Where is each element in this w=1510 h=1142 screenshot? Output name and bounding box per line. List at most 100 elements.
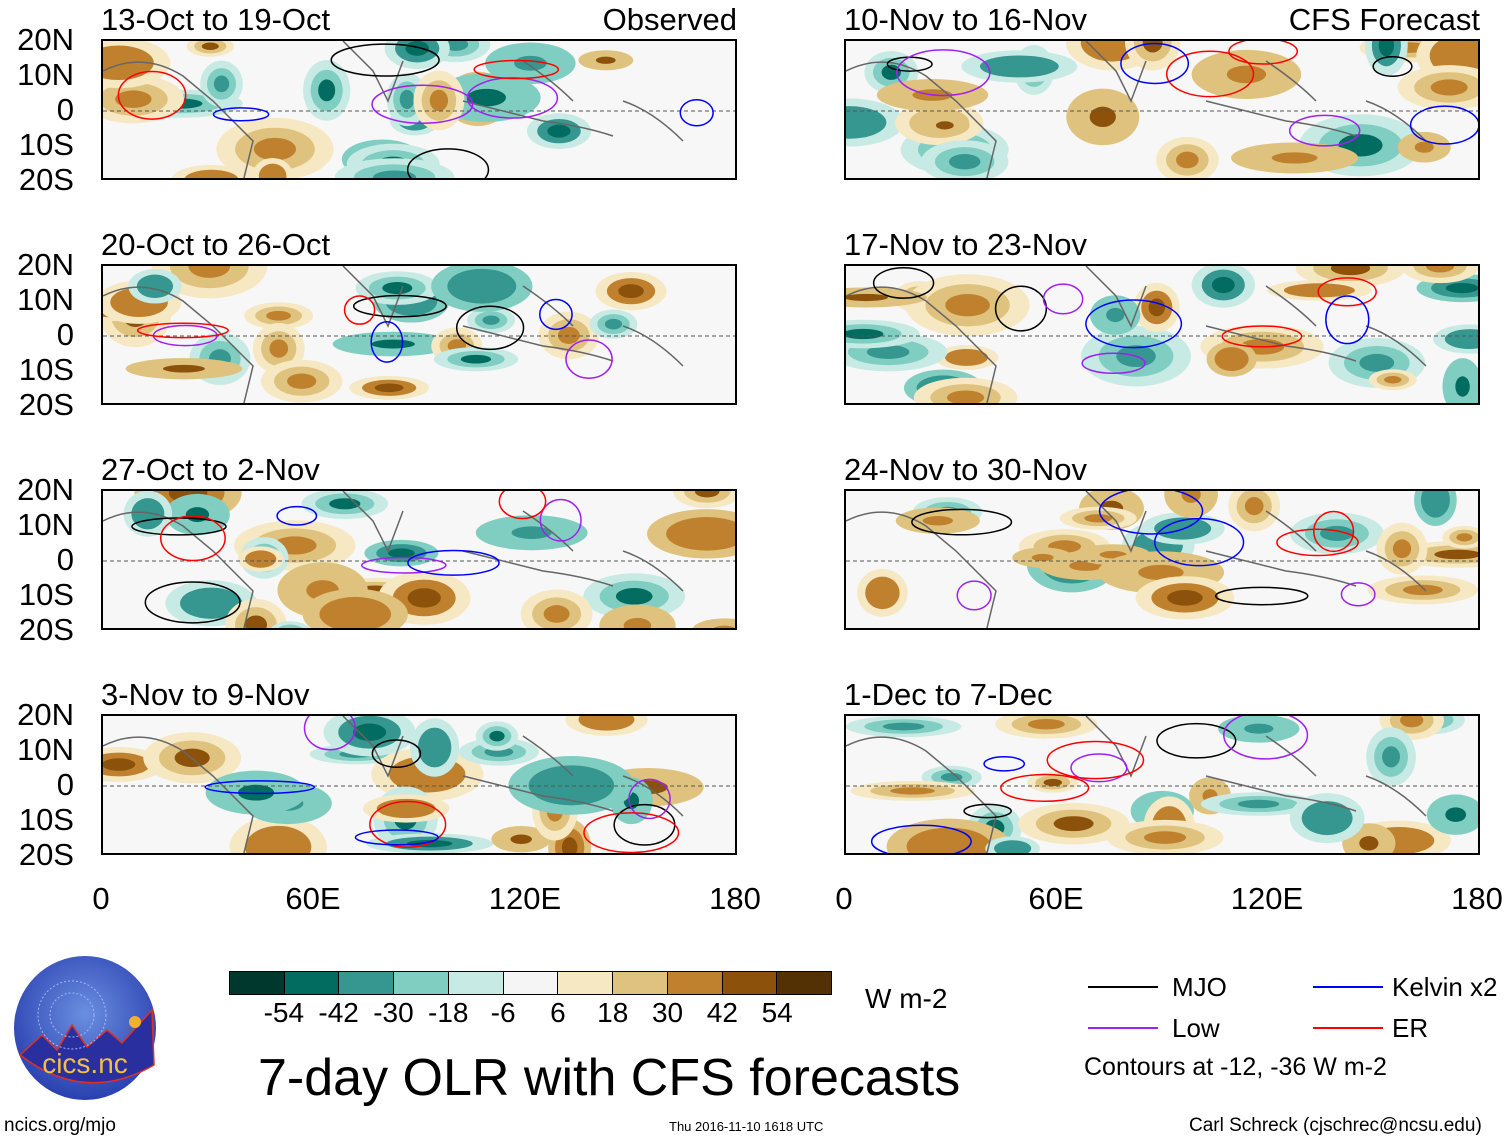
panel-title: 27-Oct to 2-Nov [101, 452, 320, 487]
olr-anomaly-shading [1445, 807, 1467, 822]
olr-anomaly-shading [1330, 266, 1371, 276]
mjo-contour [872, 267, 935, 299]
olr-anomaly-shading [1138, 564, 1184, 581]
lon-label-right-0: 0 [835, 881, 853, 916]
legend-contour-note: Contours at -12, -36 W m-2 [1084, 1053, 1387, 1081]
olr-map-panel [101, 489, 737, 630]
coastline [103, 41, 684, 178]
lon-label-left-120e: 120E [488, 881, 562, 916]
lon-label-left-180: 180 [709, 881, 761, 916]
colorbar-tick-label: -30 [373, 997, 414, 1028]
coastline [846, 41, 1427, 178]
olr-map-panel [101, 39, 737, 180]
er-contour [1000, 773, 1090, 803]
mjo-contour [352, 294, 447, 318]
kelvin-contour [870, 824, 972, 853]
mjo-contour [911, 508, 1013, 536]
mjo-contour [1214, 586, 1309, 606]
olr-anomaly-shading [1167, 590, 1203, 606]
olr-anomaly-shading [188, 266, 231, 278]
olr-anomaly-shading [1430, 79, 1468, 96]
colorbar-tick-label: 54 [761, 997, 793, 1028]
colorbar-swatch [613, 972, 668, 994]
olr-anomaly-shading [145, 280, 165, 293]
lat-label: 10S [18, 352, 74, 387]
panel-title: 20-Oct to 26-Oct [101, 227, 331, 262]
olr-anomaly-shading [1084, 514, 1113, 523]
low-contour [1070, 753, 1128, 783]
coastline [846, 266, 1427, 403]
olr-anomaly-shading [287, 373, 317, 389]
olr-anomaly-shading [139, 505, 157, 523]
olr-anomaly-shading [1226, 65, 1267, 84]
olr-anomaly-shading [1402, 584, 1443, 596]
olr-anomaly-shading [1445, 282, 1478, 294]
colorbar-tick-label: 42 [706, 997, 738, 1028]
logo-text: cics.nc [42, 1048, 128, 1079]
mjo-contour [144, 581, 241, 624]
olr-anomaly-shading [213, 75, 230, 93]
olr-anomaly-shading [948, 153, 981, 170]
low-contour [956, 580, 992, 611]
lat-label: 0 [56, 542, 74, 577]
olr-anomaly-shading [336, 605, 375, 624]
olr-anomaly-shading [618, 284, 644, 299]
olr-anomaly-shading [252, 554, 269, 564]
footer-url[interactable]: ncics.org/mjo [4, 1115, 116, 1136]
olr-anomaly-shading [1434, 549, 1478, 560]
er-contour [1317, 277, 1377, 307]
legend-er-label: ER [1392, 1013, 1429, 1043]
olr-anomaly-shading [1176, 151, 1199, 169]
low-contour [1081, 352, 1146, 375]
colorbar-swatch [503, 972, 559, 994]
olr-anomaly-shading [1414, 141, 1434, 153]
low-contour [303, 716, 356, 751]
colorbar-tick-label: -18 [428, 997, 469, 1028]
lon-label-left-0: 0 [92, 881, 110, 916]
olr-anomaly-shading [514, 55, 547, 71]
olr-anomaly-shading [1384, 375, 1402, 384]
panel-title: 10-Nov to 16-Nov [844, 2, 1087, 37]
olr-anomaly-shading [382, 282, 413, 295]
panel-title: 17-Nov to 23-Nov [844, 227, 1087, 262]
lat-label: 20N [17, 22, 74, 57]
lat-label: 20N [17, 697, 74, 732]
lat-label: 0 [56, 92, 74, 127]
olr-anomaly-shading [244, 615, 268, 628]
olr-anomaly-shading [162, 364, 205, 373]
er-contour [498, 491, 547, 520]
olr-anomaly-shading [846, 328, 884, 340]
mjo-contour [371, 739, 422, 769]
colorbar-swatch [722, 972, 778, 994]
colorbar-tick-label: 18 [597, 997, 629, 1028]
coastline [103, 491, 684, 628]
footer-credit: Carl Schreck (cjschrec@ncsu.edu) [1189, 1115, 1482, 1136]
olr-anomaly-shading [318, 79, 336, 102]
olr-anomaly-shading [278, 624, 303, 628]
olr-anomaly-shading [390, 803, 422, 814]
figure-title: 7-day OLR with CFS forecasts [258, 1049, 961, 1107]
olr-anomaly-shading [922, 515, 953, 526]
legend-mjo-line [1088, 986, 1158, 988]
low-contour [1042, 283, 1084, 315]
mjo-contour [963, 803, 1012, 819]
mjo-contour [994, 285, 1048, 332]
olr-anomaly-shading [866, 345, 910, 359]
low-contour [628, 778, 671, 820]
er-contour [1221, 325, 1303, 348]
low-contour [371, 84, 474, 125]
lat-label: 0 [56, 767, 74, 802]
low-contour [361, 556, 447, 574]
olr-anomaly-shading [374, 383, 404, 393]
olr-anomaly-shading [103, 758, 136, 771]
colorbar-tick-label: -42 [318, 997, 359, 1028]
olr-anomaly-shading [604, 318, 623, 330]
legend-low-line [1088, 1027, 1158, 1029]
er-contour [1165, 50, 1255, 98]
colorbar-swatch [284, 972, 340, 994]
olr-anomaly-shading [685, 524, 729, 543]
er-contour [343, 295, 376, 325]
kelvin-contour [1098, 491, 1204, 535]
olr-anomaly-shading [1378, 41, 1395, 57]
colorbar-tick-label: -6 [490, 997, 516, 1028]
